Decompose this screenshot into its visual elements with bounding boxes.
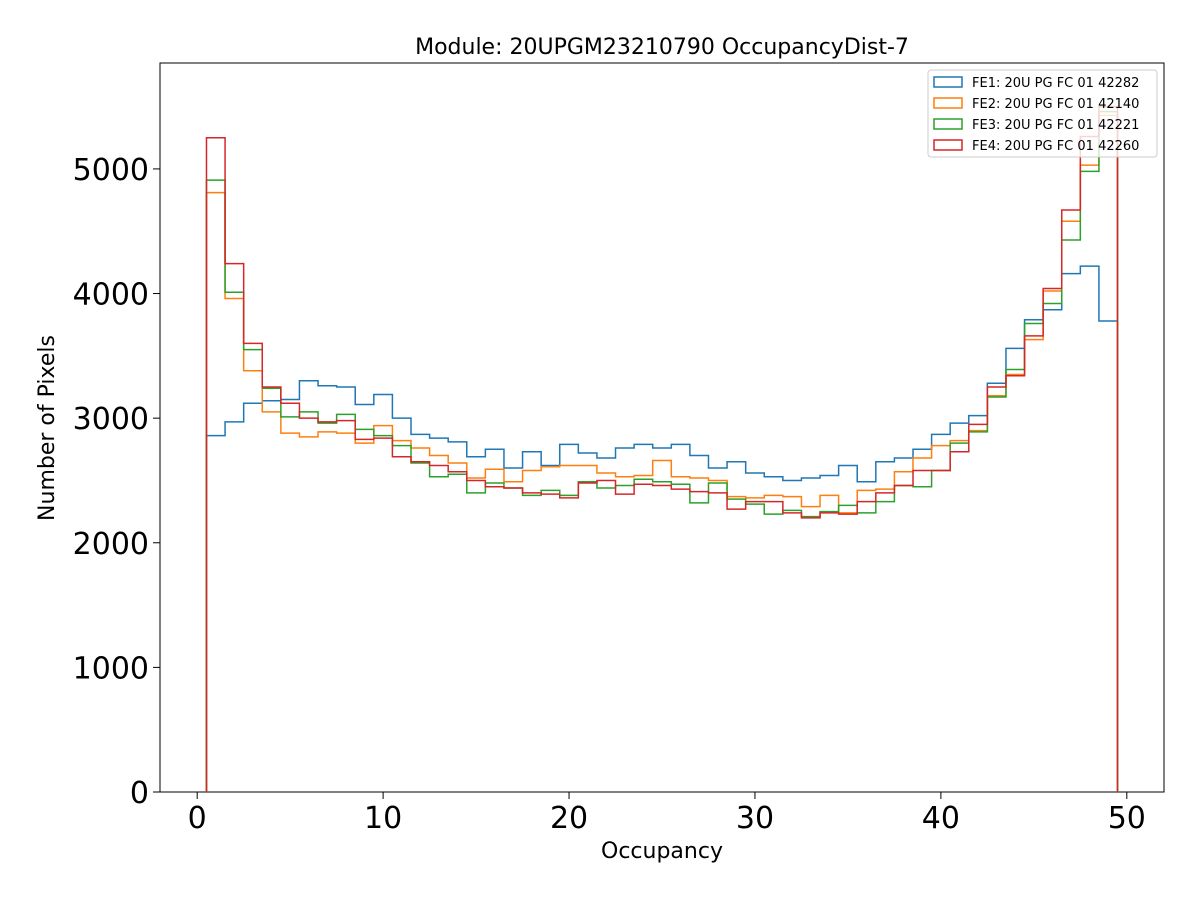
x-tick-label: 20 <box>550 801 588 836</box>
x-tick-label: 50 <box>1108 801 1146 836</box>
y-axis-title: Number of Pixels <box>35 335 60 521</box>
legend-label-3: FE3: 20U PG FC 01 42221 <box>972 118 1139 133</box>
x-tick-label: 40 <box>922 801 960 836</box>
series-group <box>205 105 1119 792</box>
y-tick-label: 0 <box>130 776 149 811</box>
legend-swatch-4 <box>933 139 963 151</box>
legend-swatch-2 <box>933 97 963 109</box>
x-tick-label: 0 <box>188 801 207 836</box>
series-3-histogram-line <box>205 110 1119 792</box>
x-axis-title: Occupancy <box>601 839 723 864</box>
y-axis: 0 1000 2000 3000 4000 5000 <box>73 153 160 811</box>
series-1-histogram-line <box>205 265 1119 792</box>
legend-label-4: FE4: 20U PG FC 01 42260 <box>972 139 1139 154</box>
y-tick-label: 5000 <box>73 153 149 188</box>
legend: FE1: 20U PG FC 01 42282 FE2: 20U PG FC 01… <box>927 69 1158 158</box>
y-tick-label: 4000 <box>73 278 149 313</box>
legend-label-2: FE2: 20U PG FC 01 42140 <box>972 97 1139 112</box>
y-tick-label: 2000 <box>73 527 149 562</box>
legend-frame <box>927 69 1158 158</box>
chart-title: Module: 20UPGM23210790 OccupancyDist-7 <box>415 35 909 60</box>
x-tick-label: 30 <box>736 801 774 836</box>
legend-swatch-3 <box>933 118 963 130</box>
y-tick-label: 1000 <box>73 651 149 686</box>
plot-area: 0 10 20 30 40 50 0 1000 2000 3000 4000 5000 <box>73 62 1165 836</box>
x-axis: 0 10 20 30 40 50 <box>188 792 1146 836</box>
axes-frame <box>159 62 1165 793</box>
series-4-histogram-line <box>205 105 1119 792</box>
y-tick-label: 3000 <box>73 402 149 437</box>
legend-label-1: FE1: 20U PG FC 01 42282 <box>972 76 1139 91</box>
legend-swatch-1 <box>933 76 963 88</box>
x-tick-label: 10 <box>364 801 402 836</box>
series-2-histogram-line <box>205 114 1119 792</box>
